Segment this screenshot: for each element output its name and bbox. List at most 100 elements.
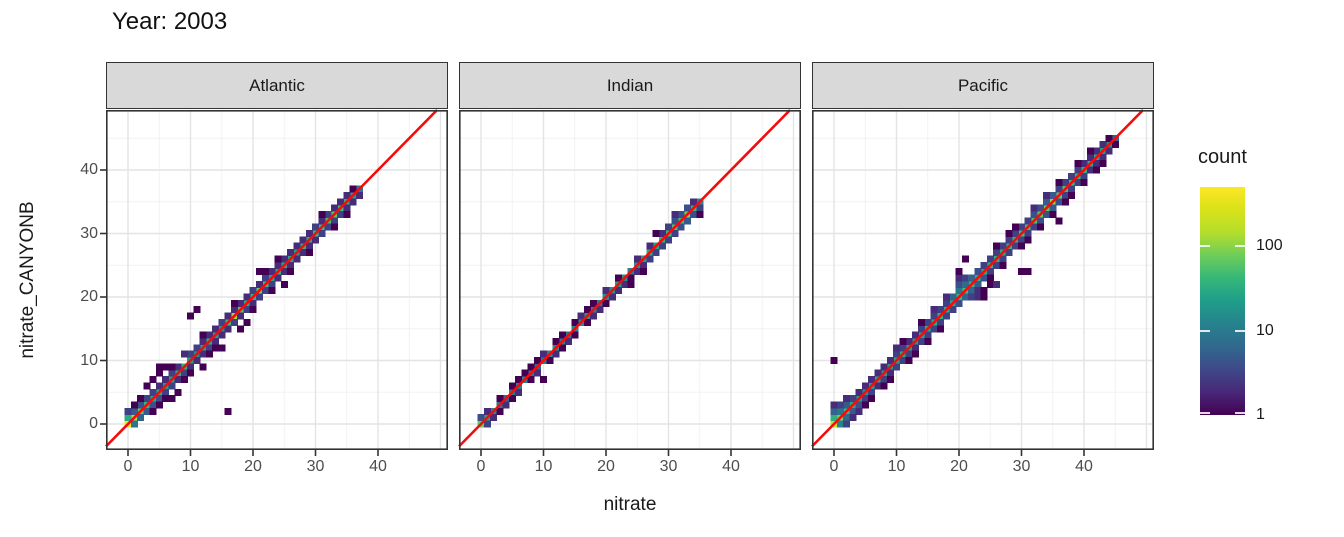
- bin2d-cell: [980, 261, 988, 269]
- bin2d-cell: [843, 401, 850, 409]
- bin2d-cell: [149, 376, 157, 384]
- bin2d-cell: [955, 274, 963, 282]
- bin2d-cell: [861, 395, 869, 403]
- panel-border: [459, 110, 801, 450]
- bin2d-cell: [855, 388, 863, 396]
- bin2d-cell: [671, 230, 679, 237]
- bin2d-cell: [155, 363, 163, 371]
- bin2d-cell: [1111, 141, 1119, 149]
- bin2d-cell: [855, 401, 863, 409]
- bin2d-cell: [1005, 249, 1013, 257]
- bin2d-cell: [1105, 134, 1113, 142]
- bin2d-cell: [249, 287, 257, 295]
- bin2d-cell: [955, 287, 963, 295]
- bin2d-cell: [861, 382, 869, 390]
- bin2d-cell: [893, 363, 900, 371]
- bin2d-cell: [961, 274, 969, 282]
- bin2d-cell: [1049, 191, 1057, 199]
- bin2d-cell: [205, 350, 213, 358]
- y-tick-label: 40: [80, 161, 98, 178]
- bin2d-cell: [137, 395, 144, 403]
- bin2d-cell: [280, 268, 288, 276]
- bin2d-cell: [305, 249, 313, 257]
- bin2d-cell: [911, 350, 919, 358]
- bin2d-cell: [1086, 147, 1094, 155]
- bin2d-cell: [280, 280, 288, 288]
- x-tick-label: 20: [950, 458, 968, 475]
- bin2d-cell: [199, 350, 207, 358]
- bin2d-cell: [943, 293, 950, 301]
- facet-panel-pacific: [811, 109, 1154, 456]
- bin2d-cell: [1030, 204, 1038, 212]
- bin2d-cell: [287, 268, 294, 276]
- bin2d-cell: [299, 236, 307, 244]
- bin2d-cell: [255, 268, 263, 276]
- x-tick-label: 10: [887, 458, 906, 475]
- bin2d-cell: [337, 211, 344, 218]
- bin2d-cell: [243, 318, 251, 326]
- bin2d-cell: [318, 230, 326, 237]
- bin2d-cell: [1074, 179, 1082, 187]
- bin2d-cell: [508, 382, 516, 390]
- bin2d-cell: [1068, 191, 1075, 199]
- bin2d-cell: [615, 274, 622, 282]
- bin2d-cell: [168, 395, 176, 403]
- bin2d-cell: [1024, 217, 1032, 225]
- bin2d-cell: [1036, 217, 1044, 225]
- bin2d-cell: [527, 363, 535, 371]
- bin2d-cell: [268, 287, 276, 295]
- bin2d-cell: [905, 357, 913, 364]
- bin2d-cell: [565, 337, 572, 345]
- bin2d-cell: [671, 211, 679, 218]
- bin2d-cell: [237, 312, 244, 320]
- bin2d-cell: [836, 401, 844, 409]
- bin2d-cell: [936, 306, 944, 314]
- bin2d-cell: [690, 198, 697, 206]
- bin2d-cell: [955, 280, 963, 288]
- bin2d-cell: [168, 369, 176, 377]
- bin2d-cell: [312, 236, 319, 244]
- bin2d-cell: [961, 280, 969, 288]
- bin2d-cell: [168, 382, 176, 390]
- bin2d-cell: [1086, 153, 1094, 161]
- bin2d-cell: [262, 274, 269, 282]
- bin2d-cell: [230, 299, 238, 307]
- bin2d-cell: [874, 369, 882, 377]
- bin2d-cell: [343, 211, 351, 218]
- bin2d-cell: [330, 204, 338, 212]
- bin2d-cell: [924, 318, 932, 326]
- bin2d-cell: [130, 401, 138, 409]
- bin2d-cell: [658, 242, 666, 250]
- y-axis-title: nitrate_CANYONB: [17, 201, 38, 359]
- bin2d-cell: [830, 401, 838, 409]
- bin2d-cell: [930, 312, 938, 320]
- bin2d-cell: [646, 255, 654, 263]
- bin2d-cell: [180, 350, 188, 358]
- bin2d-cell: [571, 331, 579, 339]
- bin2d-cell: [540, 376, 547, 384]
- bin2d-cell: [646, 242, 654, 250]
- legend-tick-label: 1: [1256, 406, 1265, 423]
- bin2d-cell: [521, 369, 529, 377]
- bin2d-cell: [243, 293, 251, 301]
- bin2d-cell: [124, 414, 132, 422]
- bin2d-cell: [696, 211, 704, 218]
- bin2d-cell: [608, 293, 616, 301]
- bin2d-cell: [477, 414, 485, 422]
- bin2d-cell: [683, 217, 691, 225]
- bin2d-cell: [1055, 217, 1063, 225]
- bin2d-cell: [1011, 223, 1019, 231]
- bin2d-cell: [665, 236, 672, 244]
- bin2d-cell: [1018, 223, 1025, 231]
- x-tick-label: 20: [597, 458, 615, 475]
- bin2d-cell: [1018, 236, 1025, 244]
- bin2d-cell: [974, 293, 982, 301]
- bin2d-cell: [1043, 198, 1050, 206]
- bin2d-cell: [149, 401, 157, 409]
- bin2d-cell: [349, 185, 357, 193]
- bin2d-cell: [149, 407, 157, 415]
- bin2d-cell: [193, 357, 201, 364]
- bin2d-cell: [533, 369, 541, 377]
- plot-title: Year: 2003: [112, 8, 228, 35]
- bin2d-cell: [1030, 223, 1038, 231]
